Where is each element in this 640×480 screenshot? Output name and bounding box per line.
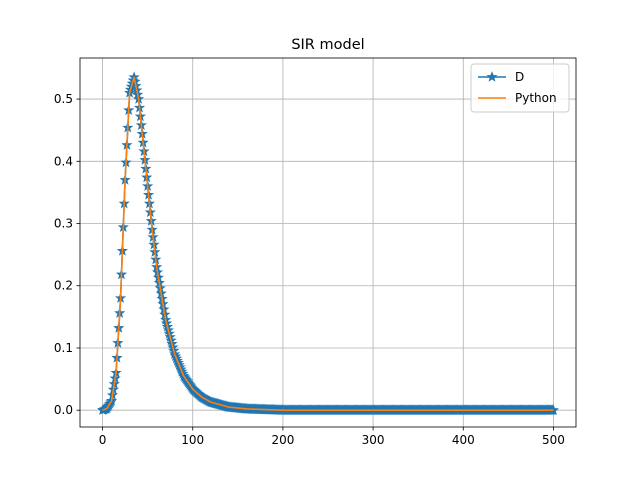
x-tick-label: 300	[362, 433, 385, 447]
y-tick-label: 0.3	[54, 217, 73, 231]
y-tick-label: 0.4	[54, 154, 73, 168]
y-tick-label: 0.1	[54, 341, 73, 355]
legend-label-d: D	[515, 70, 524, 84]
series-d-line	[102, 76, 554, 412]
axis-ticks: 0 100 200 300 400 500 0.0 0.1 0.2 0.3 0.4 0.5	[54, 92, 565, 447]
y-tick-label: 0.2	[54, 279, 73, 293]
series-d-point	[547, 404, 560, 415]
grid-lines	[80, 58, 576, 427]
x-tick-label: 500	[542, 433, 565, 447]
y-tick-label: 0.0	[54, 403, 73, 417]
series-layer	[96, 71, 560, 415]
chart-title: SIR model	[291, 37, 364, 53]
legend: D Python	[470, 63, 570, 113]
x-tick-label: 100	[181, 433, 204, 447]
y-tick-label: 0.5	[54, 92, 73, 106]
plot-frame	[79, 57, 577, 428]
legend-label-python: Python	[515, 91, 557, 105]
legend-marker-d	[486, 71, 498, 82]
x-tick-label: 200	[271, 433, 294, 447]
series-python-line	[102, 76, 554, 412]
x-tick-label: 400	[452, 433, 475, 447]
x-tick-label: 0	[99, 433, 107, 447]
